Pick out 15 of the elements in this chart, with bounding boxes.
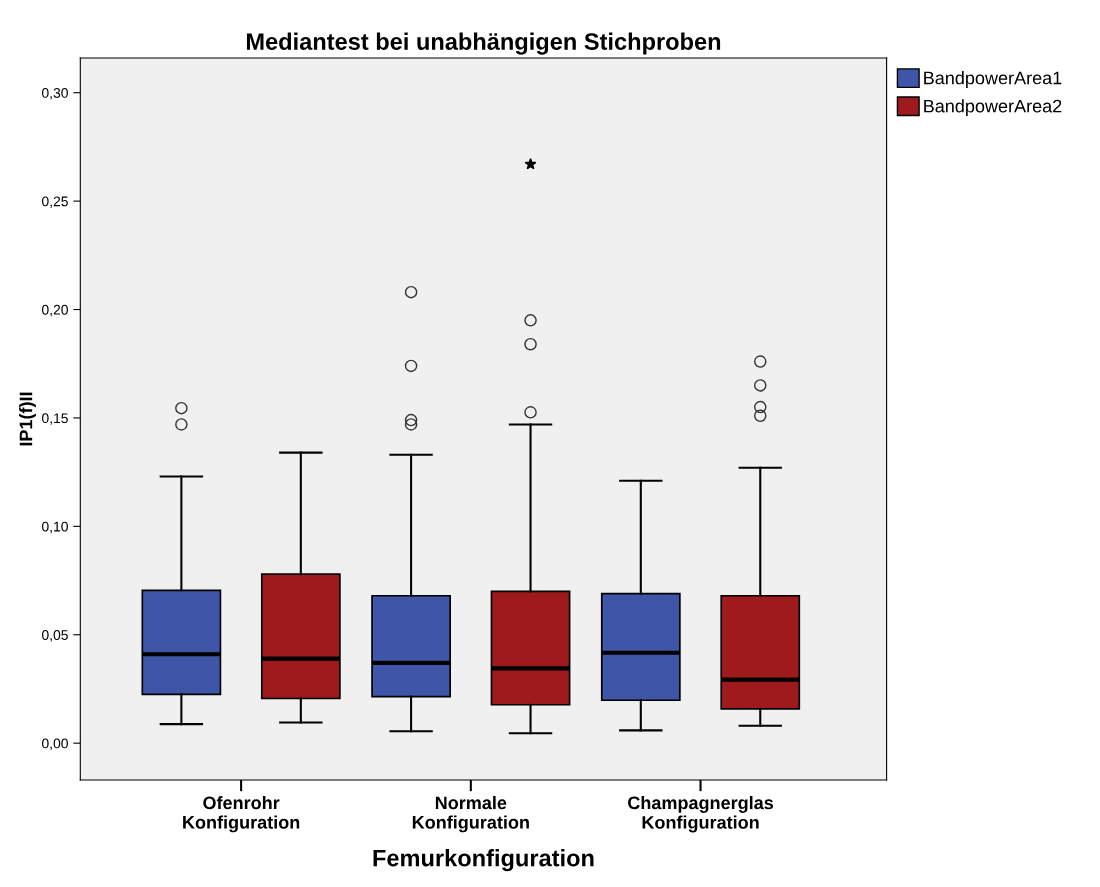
y-tick-label: 0,15 [42,413,68,425]
y-axis-title: IP1(f)II [19,392,36,446]
y-tick-label: 0,10 [42,521,68,534]
y-tick-label: 0,05 [42,630,68,642]
legend-label: BandpowerArea1 [924,71,1062,88]
legend-label: BandpowerArea2 [924,99,1062,117]
x-tick-label: Normale Konfiguration [412,796,529,833]
x-tick-label: Champagnerglas Konfiguration [628,796,774,833]
x-tick-label: Ofenrohr Konfiguration [183,796,300,833]
y-tick-label: 0,25 [42,196,68,208]
x-axis-title: Femurkonfiguration [373,849,594,872]
chart-title: Mediantest bei unabhängigen Stichproben [246,32,721,55]
y-tick-label: 0,30 [42,88,68,100]
y-tick-label: 0,00 [42,738,68,750]
y-tick-label: 0,20 [42,304,68,317]
